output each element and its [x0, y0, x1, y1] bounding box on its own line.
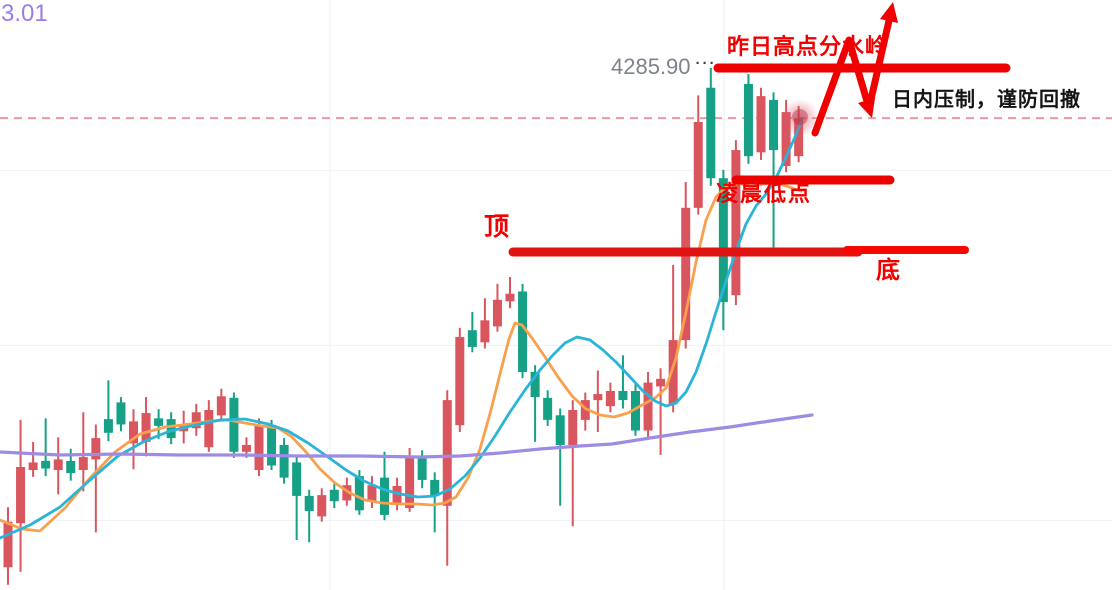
morning-low-label: 凌晨低点 [716, 181, 813, 206]
fast-ma [0, 181, 803, 533]
slow-ma [0, 413, 814, 459]
price-leader-dots: ··· [695, 54, 717, 72]
bottom-label: 底 [876, 258, 900, 284]
yesterday-high-label: 昨日高点分水岭 [727, 34, 889, 59]
resistance-support-lines [508, 63, 1011, 257]
up-trend-arrow-icon [811, 2, 898, 137]
high-price-value: 4285.90 [611, 54, 691, 79]
mid-ma [0, 118, 804, 540]
intraday-warning-label: 日内压制，谨防回撤 [892, 89, 1081, 111]
top-label: 顶 [484, 214, 510, 241]
price-label-left: 3.01 [1, 0, 48, 27]
yesterday-high-price-label: 4285.90 ··· [611, 56, 717, 78]
moving-average-lines [0, 118, 814, 540]
price-pulse-marker [781, 99, 819, 137]
